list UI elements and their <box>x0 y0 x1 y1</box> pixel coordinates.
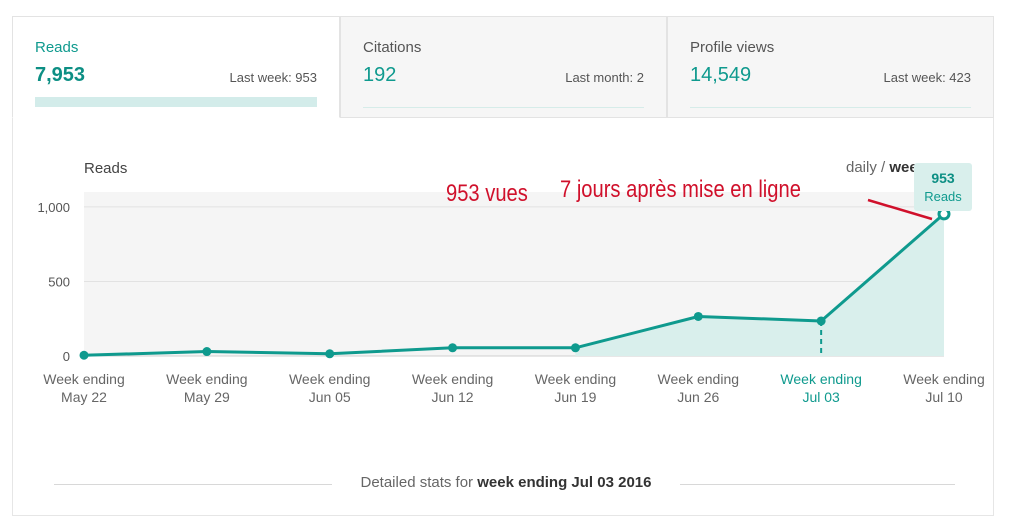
chart-tooltip: 953 Reads <box>914 163 972 211</box>
tab-profile-views-value: 14,549 <box>690 64 752 86</box>
toggle-weekly[interactable]: wee <box>889 159 918 176</box>
y-tick-label-1: 500 <box>48 274 70 289</box>
data-point-3 <box>448 343 458 353</box>
tab-reads-label: Reads <box>35 39 79 56</box>
data-point-1 <box>202 347 212 357</box>
tab-profile-views-subtext: Last week: 423 <box>883 70 971 85</box>
series-area <box>575 213 944 356</box>
x-tick-label-1: Week ending May 29 <box>166 371 247 405</box>
x-tick-label-2: Week ending Jun 05 <box>289 371 370 405</box>
x-tick-label-6: Week ending Jul 03 <box>780 371 861 405</box>
chart-title: Reads <box>84 160 128 177</box>
annotation-days: 7 jours après mise en ligne <box>560 176 801 203</box>
tooltip-value: 953 <box>931 170 955 186</box>
data-point-2 <box>325 349 335 359</box>
data-point-5 <box>693 311 703 321</box>
toggle-daily[interactable]: daily <box>846 159 877 176</box>
y-tick-label-2: 1,000 <box>37 200 70 215</box>
tooltip-label: Reads <box>924 189 962 204</box>
detail-rule-right <box>680 484 955 485</box>
x-tick-label-4: Week ending Jun 19 <box>535 371 616 405</box>
data-point-4 <box>570 343 580 353</box>
annotation-pointer <box>867 198 933 221</box>
tab-citations-label: Citations <box>363 39 422 56</box>
data-point-0 <box>79 350 89 360</box>
tab-citations-value: 192 <box>363 64 397 86</box>
y-tick-label-0: 0 <box>63 349 70 364</box>
detail-period: week ending Jul 03 2016 <box>477 474 652 491</box>
tab-profile-views-label: Profile views <box>690 39 775 56</box>
tab-reads-subtext: Last week: 953 <box>229 70 317 85</box>
x-tick-label-3: Week ending Jun 12 <box>412 371 493 405</box>
tab-citations-bar <box>363 97 644 108</box>
period-toggle: daily / wee <box>846 159 918 176</box>
toggle-separator: / <box>881 159 886 176</box>
annotation-views: 953 vues <box>446 180 528 207</box>
detail-heading: Detailed stats for week ending Jul 03 20… <box>0 474 1012 491</box>
tab-profile-views[interactable]: Profile views 14,549 Last week: 423 <box>667 16 994 118</box>
data-point-6 <box>816 316 826 326</box>
stats-tabs: Reads 7,953 Last week: 953 Citations 192… <box>12 16 994 118</box>
series-line <box>83 212 945 357</box>
tab-profile-views-bar <box>690 97 971 108</box>
tab-reads-value: 7,953 <box>35 64 86 86</box>
tab-citations[interactable]: Citations 192 Last month: 2 <box>340 16 667 118</box>
detail-rule-left <box>54 484 332 485</box>
tab-reads-bar <box>35 97 317 107</box>
reads-chart: 0 500 1,000 Week ending May 22 Week ending May… <box>37 198 985 405</box>
tab-reads[interactable]: Reads 7,953 Last week: 953 <box>12 16 340 118</box>
x-tick-label-7: Week ending Jul 10 <box>903 371 984 405</box>
tab-citations-subtext: Last month: 2 <box>565 70 644 85</box>
detail-prefix: Detailed stats for <box>360 474 474 491</box>
x-tick-label-5: Week ending Jun 26 <box>658 371 739 405</box>
x-tick-label-0: Week ending May 22 <box>43 371 124 405</box>
